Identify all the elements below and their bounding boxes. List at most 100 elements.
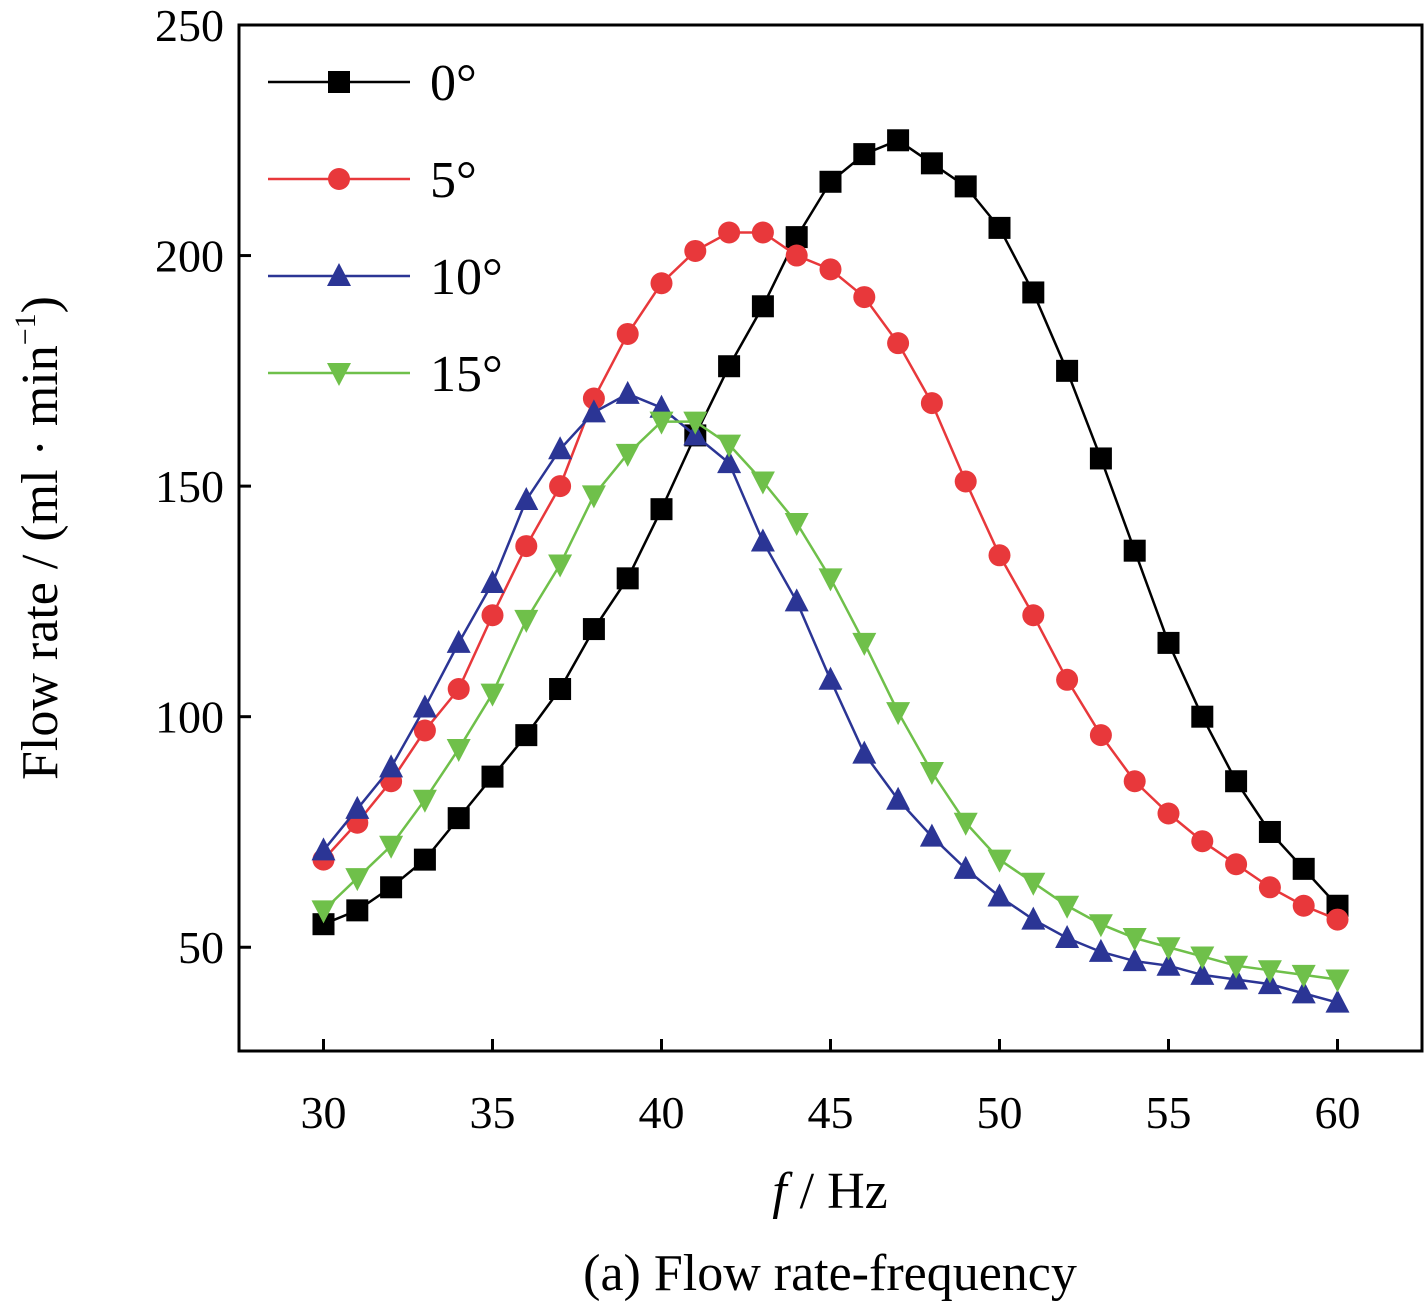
data-point [919, 762, 944, 786]
data-point [785, 244, 808, 267]
data-point [784, 513, 809, 537]
data-point [514, 486, 539, 510]
x-tick-label: 30 [301, 1087, 347, 1138]
data-point [412, 694, 437, 718]
series-line [322, 420, 1338, 981]
data-point [346, 899, 369, 922]
legend-marker [328, 168, 350, 190]
data-point [1156, 952, 1181, 976]
series-2 [311, 380, 1350, 1013]
data-point [853, 286, 876, 309]
data-point [616, 567, 639, 590]
data-point [1056, 359, 1079, 382]
y-tick-label: 250 [155, 0, 224, 51]
data-point [1225, 853, 1248, 876]
legend-label: 15° [430, 346, 503, 403]
data-point [818, 568, 843, 592]
data-point [480, 683, 505, 707]
data-point [1088, 938, 1113, 962]
data-point [987, 849, 1012, 873]
data-point [446, 738, 471, 762]
data-point [852, 740, 877, 764]
data-point [1156, 937, 1181, 961]
data-point [616, 322, 639, 345]
data-point [785, 226, 808, 249]
series-3 [311, 411, 1350, 993]
data-point [312, 913, 335, 936]
data-point [717, 434, 742, 458]
data-point [615, 380, 640, 404]
data-point [1021, 872, 1046, 896]
data-point [412, 789, 437, 813]
y-axis-label-exponent: −1 [9, 313, 42, 345]
x-axis-unit: / Hz [787, 1163, 888, 1220]
data-point [549, 678, 572, 701]
data-point [684, 239, 707, 262]
legend-item: 5° [268, 152, 477, 209]
data-point [751, 295, 774, 318]
data-point [447, 678, 470, 701]
x-tick-label: 60 [1315, 1087, 1361, 1138]
data-point [920, 392, 943, 415]
data-point [750, 528, 775, 552]
data-point [1257, 960, 1282, 984]
data-point [380, 876, 403, 899]
data-point [988, 216, 1011, 239]
data-point [887, 332, 910, 355]
data-point [650, 272, 673, 295]
data-point [1022, 281, 1045, 304]
data-point [987, 883, 1012, 907]
data-point [1123, 539, 1146, 562]
data-point [750, 471, 775, 495]
data-point [1122, 948, 1147, 972]
data-point [515, 724, 538, 747]
y-axis-label-close: ) [12, 296, 69, 313]
data-point [919, 823, 944, 847]
data-point [582, 618, 605, 641]
y-axis-label-main: Flow rate / (ml · min [12, 345, 69, 780]
data-point [784, 588, 809, 612]
data-point [311, 900, 336, 924]
axis-ticks: 30 35 40 45 50 55 60 50 100 150 200 250 [155, 0, 1361, 1138]
data-point [953, 855, 978, 879]
data-point [852, 632, 877, 656]
data-point [379, 835, 404, 859]
data-point [581, 399, 606, 423]
data-point [819, 258, 842, 281]
data-point [481, 765, 504, 788]
data-point [818, 666, 843, 690]
data-point [1258, 820, 1281, 843]
legend-label: 10° [430, 249, 503, 306]
legend-marker [327, 363, 351, 386]
data-point [1056, 668, 1079, 691]
series-group [311, 129, 1350, 1013]
data-point [413, 848, 436, 871]
data-point [1122, 928, 1147, 952]
data-point [819, 170, 842, 193]
data-point [1191, 705, 1214, 728]
data-point [515, 535, 538, 558]
x-tick-label: 40 [639, 1087, 685, 1138]
data-point [1089, 447, 1112, 470]
data-point [1157, 631, 1180, 654]
data-point [1021, 906, 1046, 930]
data-point [548, 436, 573, 460]
legend-item: 15° [268, 346, 503, 403]
data-point [582, 387, 605, 410]
data-point [1055, 925, 1080, 949]
data-point [717, 450, 742, 474]
legend: 0° 5° 10° 15° [268, 55, 503, 403]
data-point [954, 470, 977, 493]
data-point [1325, 989, 1350, 1013]
data-point [1190, 961, 1215, 985]
data-point [345, 868, 370, 892]
data-point [1291, 980, 1316, 1004]
x-tick-label: 55 [1146, 1087, 1192, 1138]
y-tick-label: 50 [178, 922, 224, 973]
data-point [886, 786, 911, 810]
data-point [988, 544, 1011, 567]
data-point [1022, 604, 1045, 627]
data-point [480, 569, 505, 593]
data-point [1191, 830, 1214, 853]
data-point [1224, 955, 1249, 979]
